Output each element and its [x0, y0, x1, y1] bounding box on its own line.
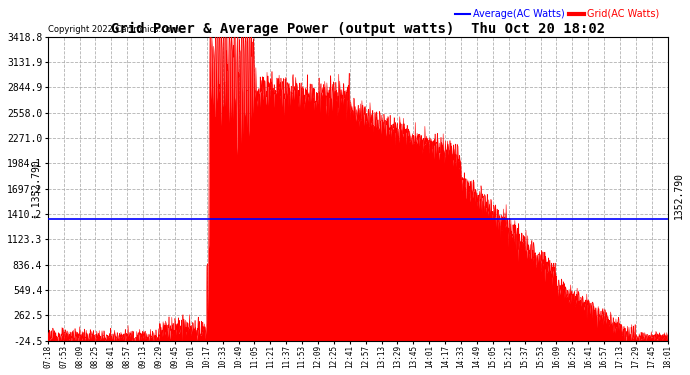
Text: 1352.790: 1352.790	[674, 172, 684, 219]
Legend: Average(AC Watts), Grid(AC Watts): Average(AC Watts), Grid(AC Watts)	[451, 5, 663, 23]
Text: Copyright 2022 Cartronics.com: Copyright 2022 Cartronics.com	[48, 25, 179, 34]
Text: ↑ 1352.790: ↑ 1352.790	[32, 160, 41, 219]
Title: Grid Power & Average Power (output watts)  Thu Oct 20 18:02: Grid Power & Average Power (output watts…	[110, 21, 605, 36]
